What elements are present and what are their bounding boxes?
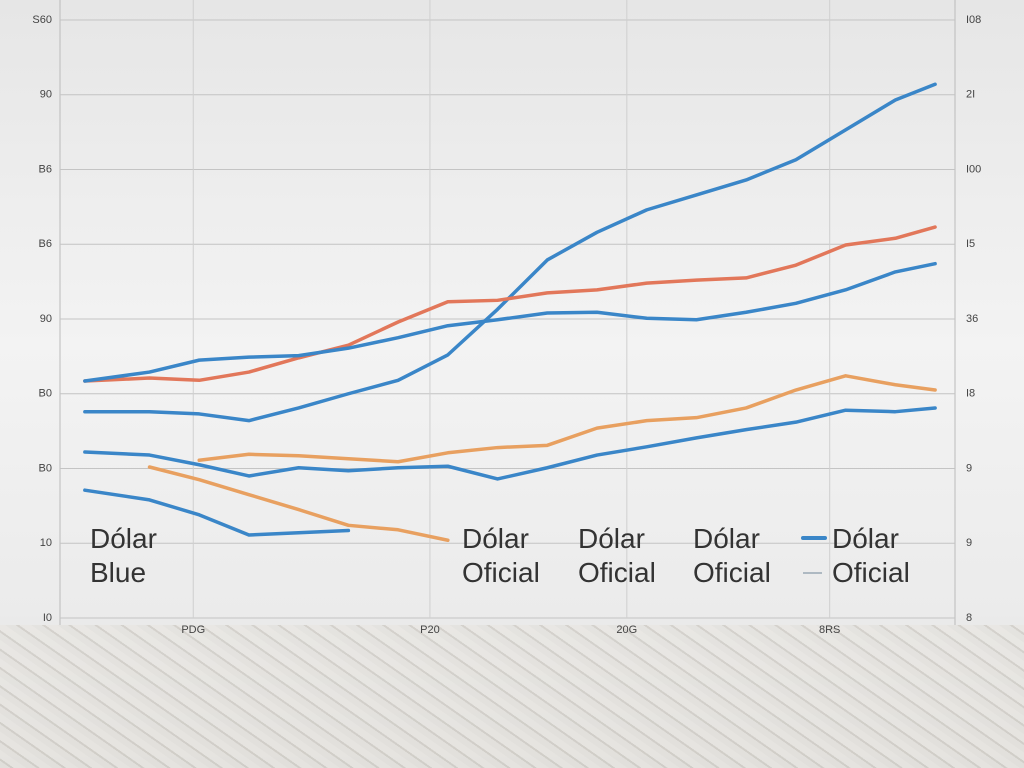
y-tick-label: B0	[39, 388, 52, 400]
y2-tick-label: 9	[966, 537, 972, 549]
y2-tick-label: I8	[966, 388, 975, 400]
series-line	[197, 374, 937, 464]
y-tick-label: 10	[40, 537, 52, 549]
y2-tick-label: 2I	[966, 89, 975, 101]
x-tick-label: P20	[420, 624, 440, 636]
legend-label: Dólar Oficial	[578, 523, 656, 588]
y2-tick-label: 36	[966, 313, 978, 325]
y-tick-label: 90	[40, 313, 52, 325]
x-tick-label: PDG	[181, 624, 205, 636]
y2-tick-label: I00	[966, 163, 981, 175]
y-tick-label: 90	[40, 89, 52, 101]
y2-tick-label: 9	[966, 462, 972, 474]
y-tick-label: B6	[39, 238, 52, 250]
series-line	[83, 261, 937, 383]
x-tick-label: 8RS	[819, 624, 840, 636]
series-line	[83, 488, 351, 537]
legend-label: Dólar Blue	[90, 523, 157, 588]
y2-tick-label: I08	[966, 14, 981, 26]
y-tick-label: B0	[39, 462, 52, 474]
series-line	[147, 465, 450, 543]
series-line	[83, 225, 937, 383]
y2-tick-label: 8	[966, 612, 972, 624]
legend-label: Dólar Oficial	[462, 523, 540, 588]
series-line	[83, 406, 937, 481]
y-tick-label: S60	[32, 14, 52, 26]
x-tick-label: 20G	[616, 624, 637, 636]
y-tick-label: B6	[39, 163, 52, 175]
ground-texture	[0, 625, 1024, 768]
series-line	[83, 82, 937, 423]
legend-label: Dólar Oficial	[832, 523, 910, 588]
legend-label: Dólar Oficial	[693, 523, 771, 588]
y2-tick-label: I5	[966, 238, 975, 250]
y-tick-label: I0	[43, 612, 52, 624]
